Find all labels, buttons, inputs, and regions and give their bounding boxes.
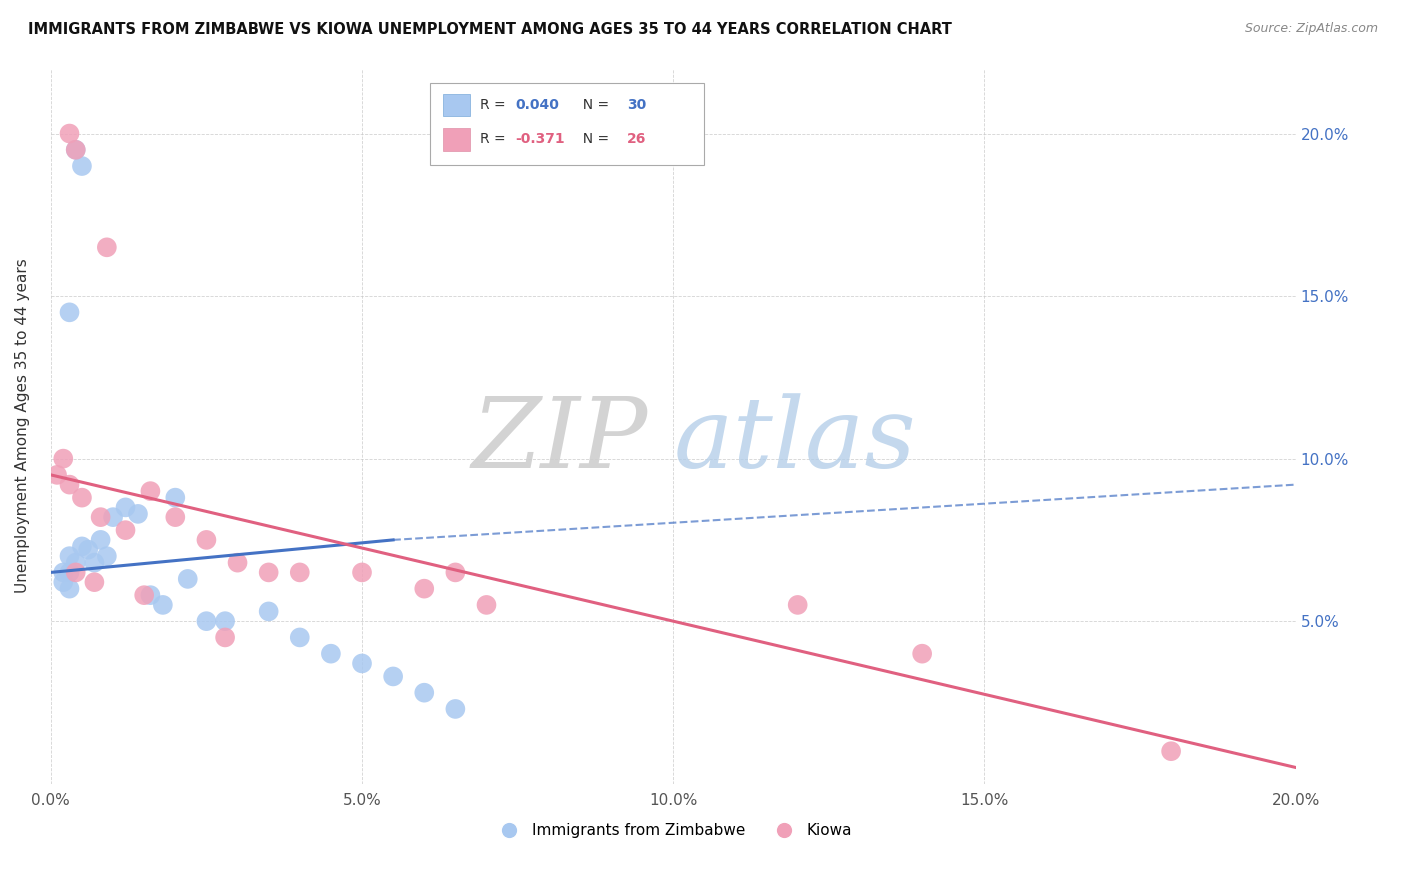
Point (195, 614, 218, 628)
Point (444, 566, 467, 580)
Point (96, 549, 118, 563)
Point (70, 159, 93, 173)
Bar (430, 83, 704, 165)
Point (257, 604, 280, 618)
Point (911, 647, 934, 661)
Point (90, 533, 112, 547)
Point (96, 240, 118, 254)
Point (214, 631, 236, 645)
Text: IMMIGRANTS FROM ZIMBABWE VS KIOWA UNEMPLOYMENT AMONG AGES 35 TO 44 YEARS CORRELA: IMMIGRANTS FROM ZIMBABWE VS KIOWA UNEMPL… (28, 22, 952, 37)
Point (177, 572, 200, 586)
Point (152, 598, 174, 612)
Point (83, 575, 105, 590)
Text: N =: N = (574, 98, 613, 112)
Point (70, 491, 93, 505)
Point (382, 669, 405, 683)
Point (786, 598, 808, 612)
Point (475, 598, 498, 612)
Point (350, 657, 373, 671)
Point (413, 582, 436, 596)
Point (90, 510, 112, 524)
Point (58, 477, 80, 491)
Text: 26: 26 (627, 132, 647, 146)
Point (70, 540, 93, 554)
Legend: Immigrants from Zimbabwe, Kiowa: Immigrants from Zimbabwe, Kiowa (488, 817, 859, 844)
Point (65, 566, 87, 580)
Point (226, 556, 249, 570)
Point (58, 566, 80, 580)
Point (52, 575, 75, 590)
Point (319, 647, 342, 661)
Point (127, 507, 149, 521)
Bar (443, 94, 471, 117)
Point (413, 686, 436, 700)
Text: 0.040: 0.040 (515, 98, 560, 112)
Y-axis label: Unemployment Among Ages 35 to 44 years: Unemployment Among Ages 35 to 44 years (15, 259, 30, 593)
Point (288, 566, 311, 580)
Point (165, 510, 187, 524)
Point (58, 305, 80, 319)
Text: Source: ZipAtlas.com: Source: ZipAtlas.com (1244, 22, 1378, 36)
Point (350, 566, 373, 580)
Point (101, 510, 124, 524)
Point (52, 566, 75, 580)
Text: R =: R = (481, 132, 510, 146)
Text: -0.371: -0.371 (515, 132, 565, 146)
Point (139, 588, 162, 602)
Point (83, 556, 105, 570)
Point (288, 631, 311, 645)
Point (52, 451, 75, 466)
Point (58, 127, 80, 141)
Point (139, 484, 162, 499)
Bar (443, 128, 471, 151)
Point (58, 582, 80, 596)
Point (65, 556, 87, 570)
Point (195, 533, 218, 547)
Point (46, 467, 69, 482)
Point (114, 500, 136, 515)
Text: atlas: atlas (673, 392, 915, 488)
Text: R =: R = (481, 98, 510, 112)
Text: ZIP: ZIP (472, 392, 648, 488)
Point (214, 614, 236, 628)
Point (1160, 744, 1182, 758)
Point (65, 143, 87, 157)
Text: N =: N = (574, 132, 613, 146)
Point (58, 549, 80, 563)
Point (165, 491, 187, 505)
Point (444, 702, 467, 716)
Text: 30: 30 (627, 98, 647, 112)
Point (65, 143, 87, 157)
Point (114, 523, 136, 537)
Point (257, 566, 280, 580)
Point (134, 588, 156, 602)
Point (77, 542, 100, 557)
